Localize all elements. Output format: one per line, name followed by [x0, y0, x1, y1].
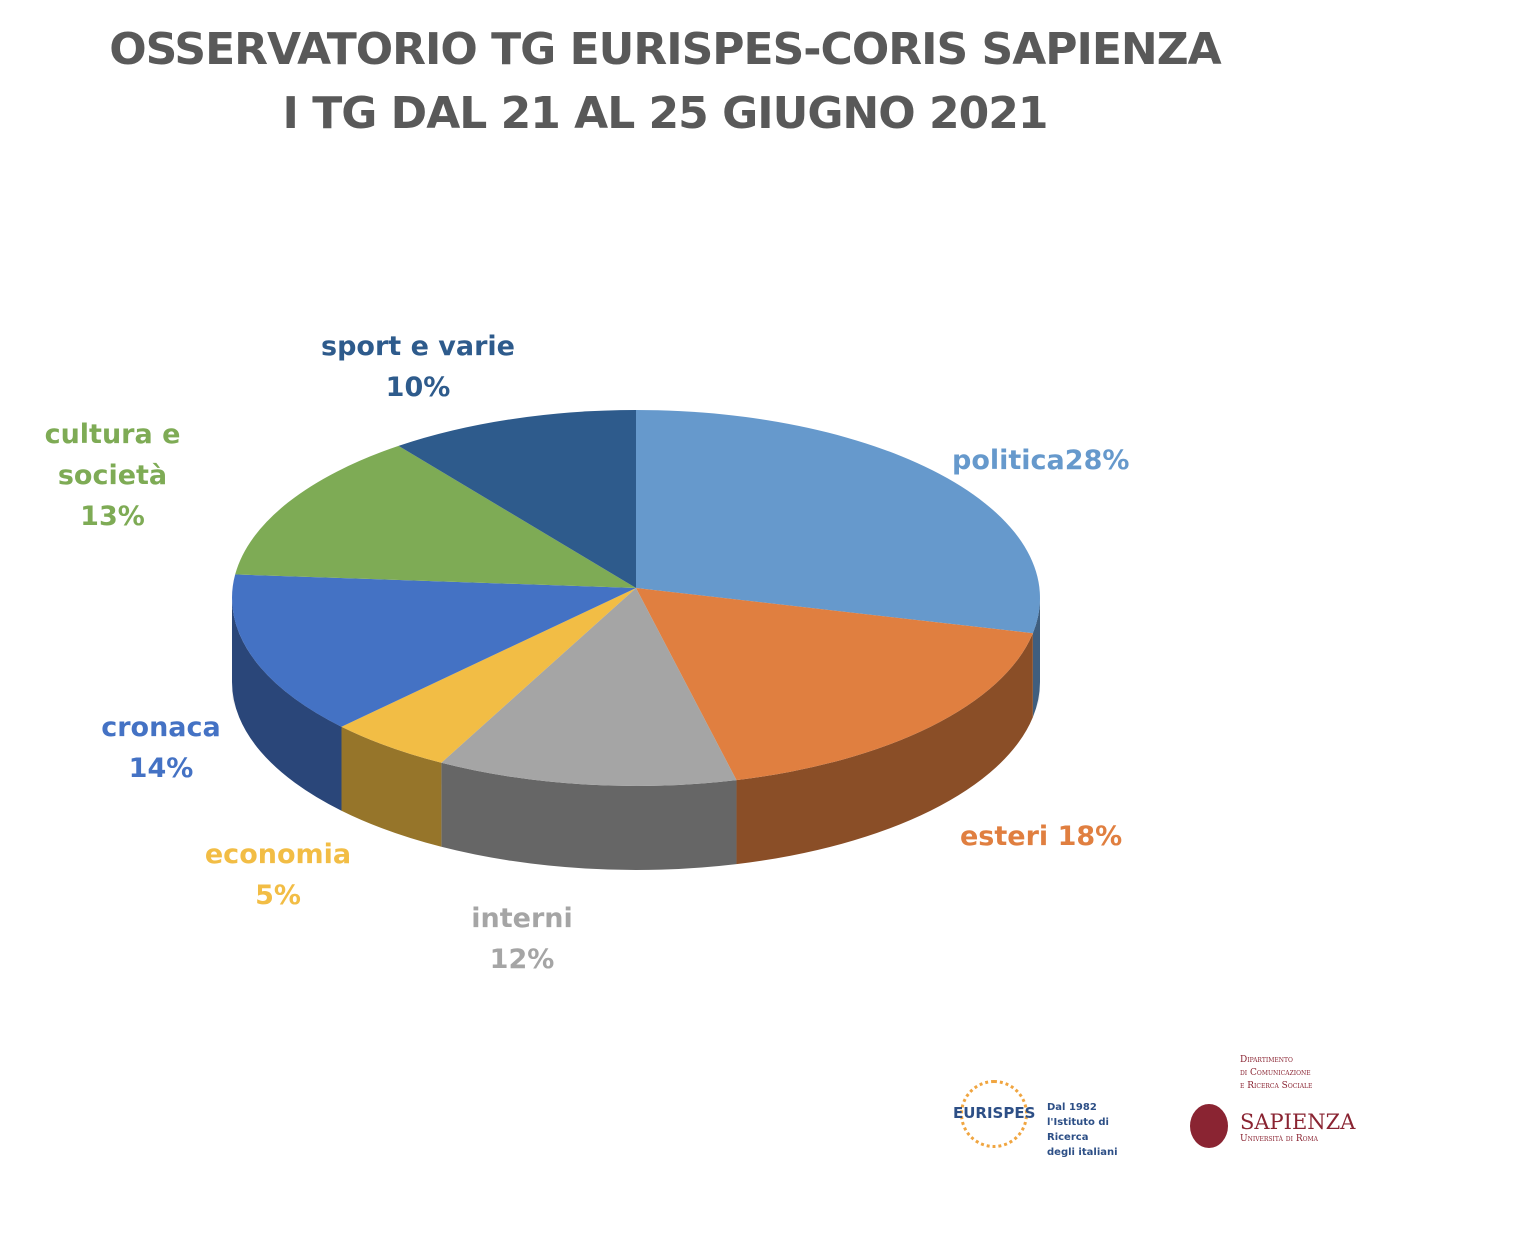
label-cronaca: cronaca 14%: [101, 712, 221, 784]
label-economia: economia 5%: [204, 839, 352, 911]
chart-subtitle: I TG DAL 21 AL 25 GIUGNO 2021: [282, 88, 1049, 139]
eurispes-tagline: Dal 1982 l'Istituto di Ricerca degli itali…: [1047, 1102, 1118, 1158]
label-sport: sport e varie 10%: [321, 331, 515, 403]
label-politica: politica28%: [952, 445, 1130, 476]
slice-side-1: [736, 633, 1033, 865]
sapienza-seal-icon: [1190, 1104, 1228, 1148]
chart-title: OSSERVATORIO TG EURISPES-CORIS SAPIENZA: [109, 24, 1221, 75]
eurispes-logo: EURISPES Dal 1982 l'Istituto di Ricerca de…: [950, 1080, 1150, 1158]
slice-sport-e-varie: [398, 410, 636, 588]
slice-side-0: [1032, 598, 1041, 718]
slice-esteri: [636, 588, 1033, 781]
stars-ring-icon: [960, 1080, 1028, 1148]
slice-cronaca: [232, 574, 636, 727]
slice-side-4: [232, 598, 342, 811]
slice-cultura-e-societ-: [235, 445, 636, 588]
sapienza-logo: Dipartimento di Comunicazione e Ricerca So…: [1188, 1052, 1358, 1152]
slice-politica: [636, 410, 1040, 634]
slice-side-3: [341, 726, 442, 847]
label-esteri: esteri 18%: [960, 821, 1123, 852]
label-cultura: cultura e società 13%: [44, 419, 181, 532]
slice-economia: [341, 588, 636, 763]
slice-side-2: [441, 762, 737, 870]
label-interni: interni 12%: [471, 903, 573, 975]
slice-interni: [441, 588, 737, 786]
eurispes-name: EURISPES: [953, 1104, 1036, 1122]
department-name: Dipartimento di Comunicazione e Ricerca So…: [1240, 1055, 1313, 1091]
